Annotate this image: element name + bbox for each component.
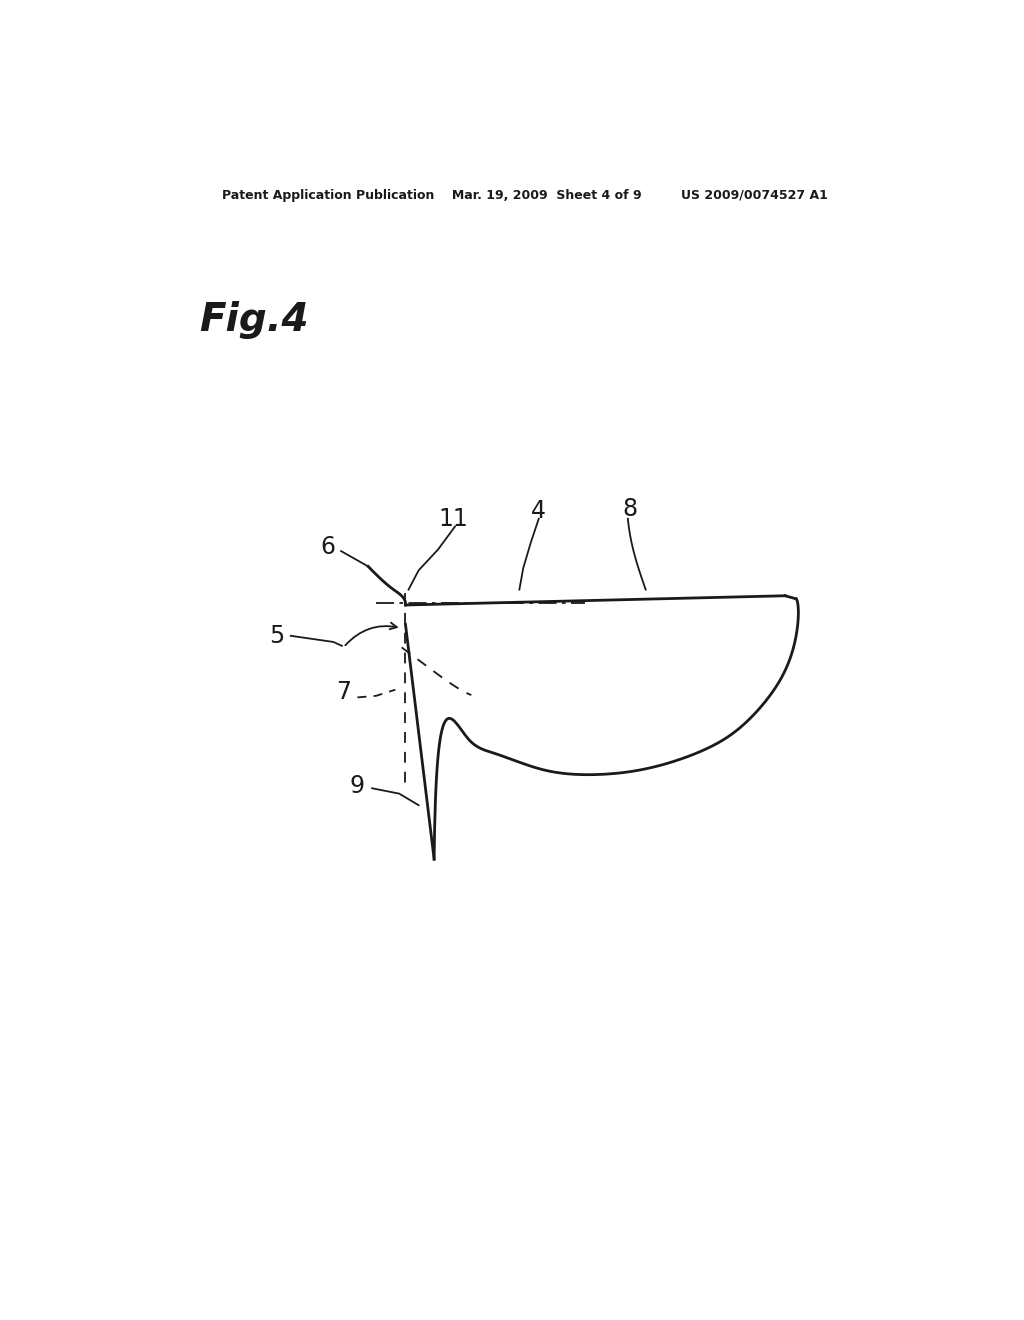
Text: 6: 6	[321, 535, 336, 560]
Text: Fig.4: Fig.4	[200, 301, 309, 339]
Text: 8: 8	[623, 496, 638, 521]
Text: 11: 11	[438, 507, 468, 531]
Text: 4: 4	[531, 499, 546, 523]
Text: Patent Application Publication    Mar. 19, 2009  Sheet 4 of 9         US 2009/00: Patent Application Publication Mar. 19, …	[222, 189, 827, 202]
Text: 5: 5	[269, 624, 285, 648]
Text: 7: 7	[336, 680, 351, 704]
Text: 9: 9	[349, 774, 365, 799]
